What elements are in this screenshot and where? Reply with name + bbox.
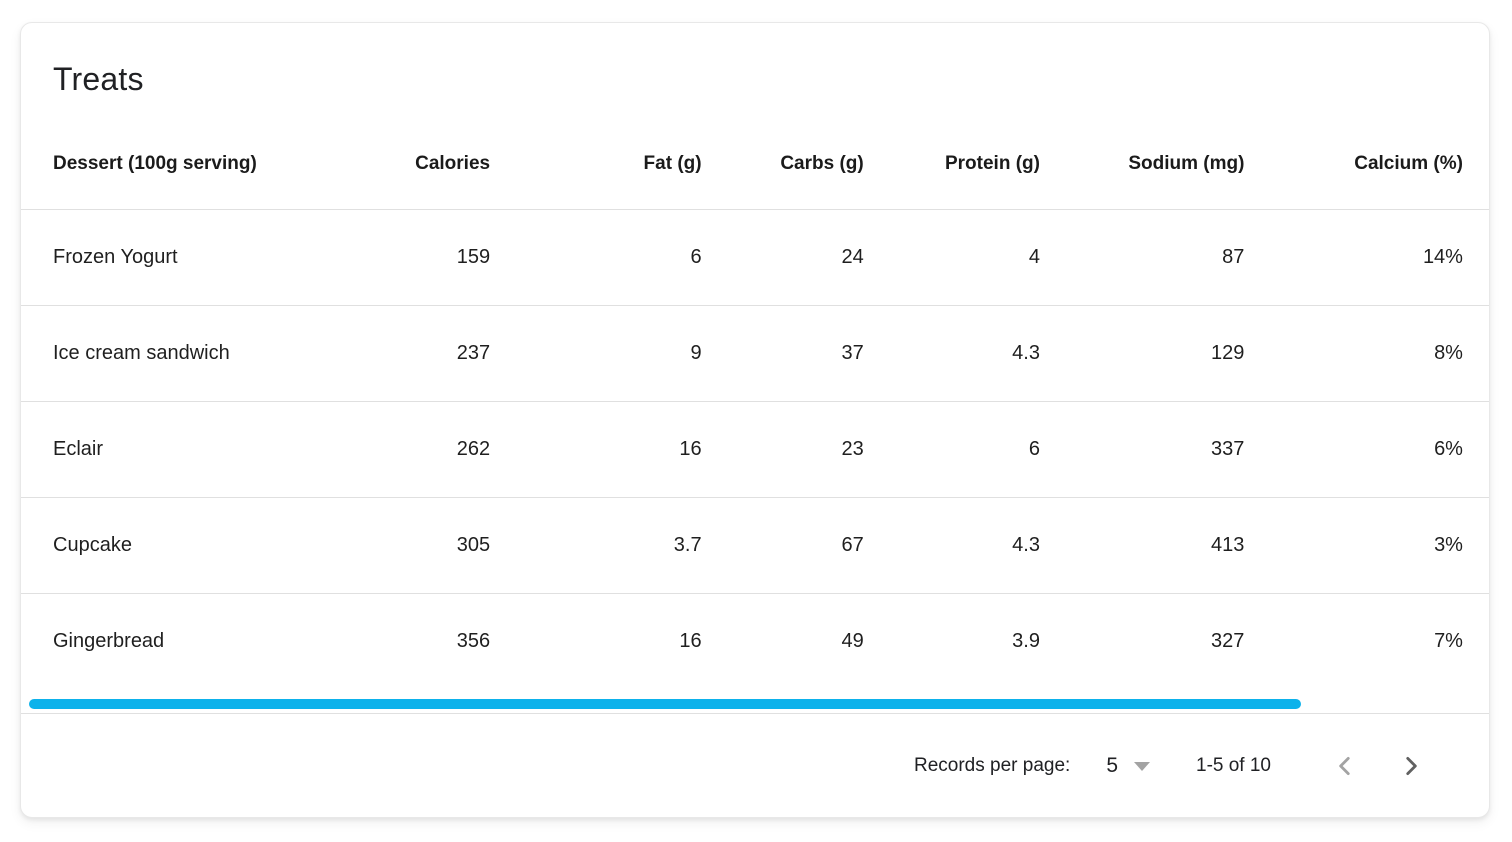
records-per-page-label: Records per page: <box>913 754 1071 776</box>
cell-fat: 16 <box>679 438 702 460</box>
column-header-fat: Fat (g) <box>643 153 702 174</box>
cell-fat: 16 <box>679 630 702 652</box>
horizontal-scrollbar-thumb[interactable] <box>29 699 1301 709</box>
cell-calcium: 8% <box>1434 342 1463 364</box>
cell-sodium: 327 <box>1211 630 1245 652</box>
cell-calcium: 14% <box>1422 246 1463 268</box>
cell-fat: 6 <box>690 246 702 268</box>
column-header-dessert: Dessert (100g serving) <box>53 153 257 174</box>
cell-sodium: 413 <box>1211 534 1245 556</box>
horizontal-scrollbar-track <box>21 689 1489 713</box>
chevron-left-icon <box>1332 753 1358 779</box>
cell-protein: 6 <box>1028 438 1040 460</box>
column-header-carbs: Carbs (g) <box>780 153 864 174</box>
cell-calcium: 7% <box>1434 630 1463 652</box>
cell-dessert: Ice cream sandwich <box>53 342 230 364</box>
cell-calories: 262 <box>456 438 491 460</box>
cell-protein: 4.3 <box>1012 534 1040 556</box>
next-page-button[interactable] <box>1391 746 1431 786</box>
pagination-footer: Records per page: 5 1-5 of 10 <box>21 713 1489 817</box>
cell-calories: 305 <box>456 534 491 556</box>
table-row: Frozen Yogurt 159 6 24 4 87 14% <box>21 209 1489 305</box>
pagination-range-label: 1-5 of 10 <box>1196 754 1271 776</box>
chevron-right-icon <box>1398 753 1424 779</box>
dropdown-arrow-icon <box>1134 762 1150 771</box>
previous-page-button[interactable] <box>1325 746 1365 786</box>
cell-carbs: 37 <box>841 342 864 364</box>
table-row: Cupcake 305 3.7 67 4.3 413 3% <box>21 497 1489 593</box>
cell-carbs: 24 <box>841 246 864 268</box>
data-table-card: Treats Dessert (100g serving) Calories F… <box>20 22 1490 818</box>
cell-dessert: Frozen Yogurt <box>53 246 178 268</box>
table-row: Gingerbread 356 16 49 3.9 327 7% <box>21 593 1489 689</box>
column-header-protein: Protein (g) <box>944 153 1040 174</box>
cell-fat: 9 <box>690 342 702 364</box>
cell-fat: 3.7 <box>673 534 702 556</box>
column-header-calcium: Calcium (%) <box>1354 153 1463 174</box>
cell-dessert: Eclair <box>53 438 104 460</box>
page-size-value: 5 <box>1106 753 1118 777</box>
column-header-calories: Calories <box>415 153 491 174</box>
cell-calcium: 3% <box>1434 534 1463 556</box>
cell-calories: 159 <box>456 246 491 268</box>
cell-calories: 356 <box>456 630 491 652</box>
cell-carbs: 67 <box>841 534 864 556</box>
cell-dessert: Cupcake <box>53 534 132 556</box>
cell-protein: 4.3 <box>1012 342 1040 364</box>
cell-dessert: Gingerbread <box>53 630 165 652</box>
cell-sodium: 337 <box>1211 438 1245 460</box>
cell-calcium: 6% <box>1434 438 1463 460</box>
table-header-row: Dessert (100g serving) Calories Fat (g) … <box>21 119 1489 209</box>
cell-protein: 3.9 <box>1012 630 1040 652</box>
cell-sodium: 129 <box>1211 342 1245 364</box>
table-row: Ice cream sandwich 237 9 37 4.3 129 8% <box>21 305 1489 401</box>
card-title: Treats <box>53 61 144 97</box>
column-header-sodium: Sodium (mg) <box>1128 153 1245 174</box>
cell-calories: 237 <box>456 342 491 364</box>
cell-sodium: 87 <box>1222 246 1245 268</box>
page-size-select[interactable]: 5 <box>1106 754 1150 778</box>
cell-protein: 4 <box>1028 246 1040 268</box>
cell-carbs: 23 <box>841 438 864 460</box>
cell-carbs: 49 <box>841 630 864 652</box>
table-row: Eclair 262 16 23 6 337 6% <box>21 401 1489 497</box>
